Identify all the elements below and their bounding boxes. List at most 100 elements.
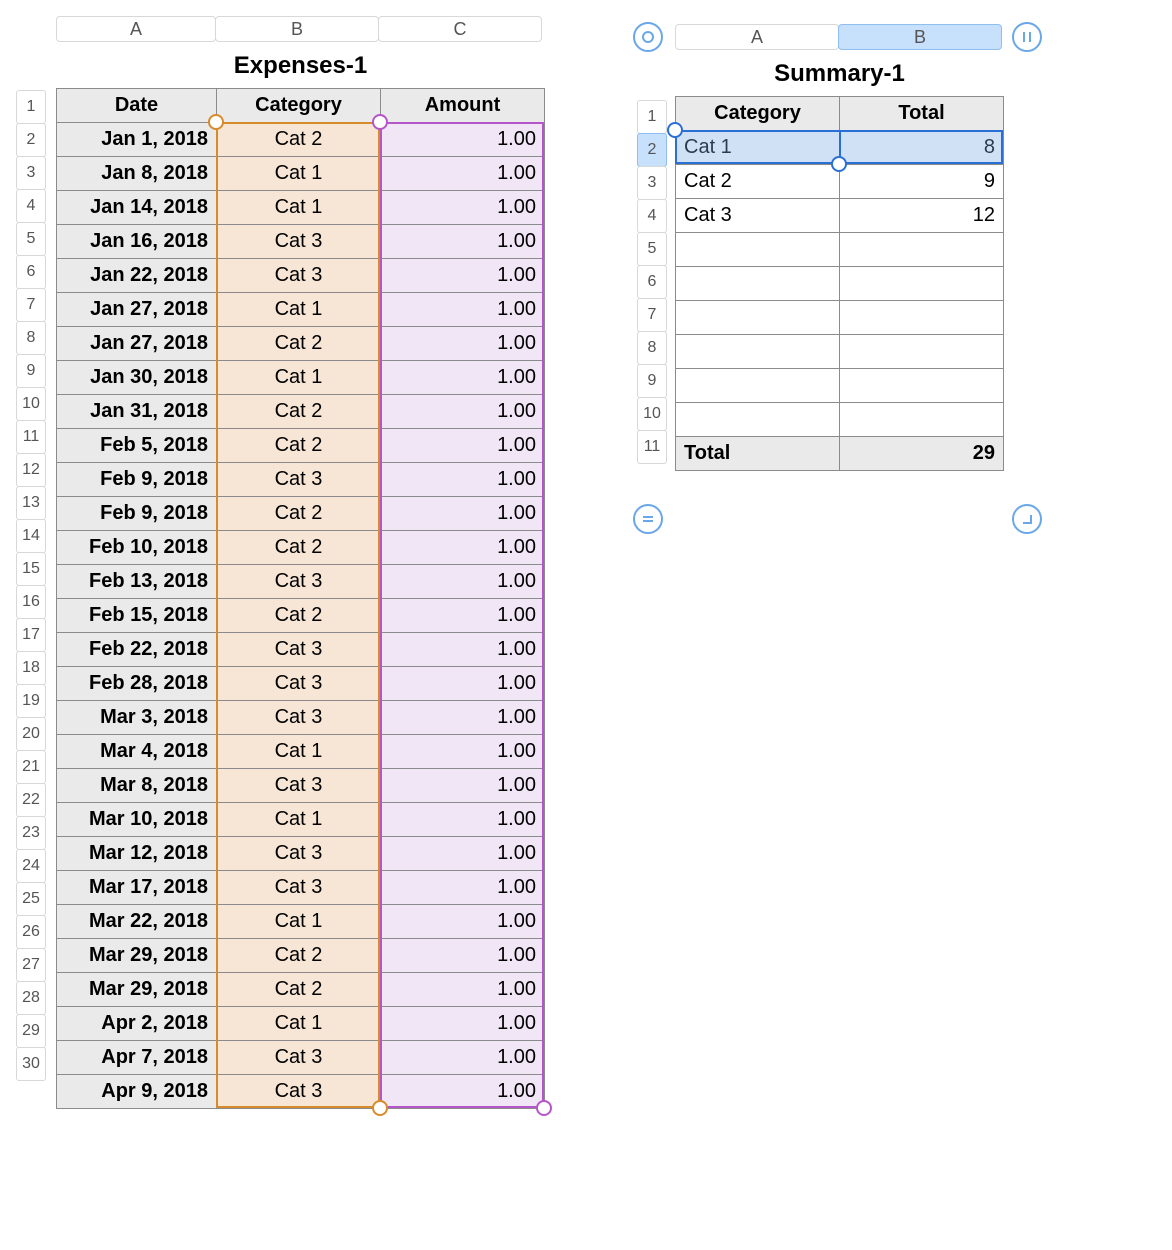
row-ruler-cell[interactable]: 22 — [16, 783, 46, 817]
table-row[interactable] — [676, 233, 1004, 267]
category-cell[interactable]: Cat 3 — [217, 633, 381, 667]
summary-table[interactable]: Category Total Cat 18Cat 29Cat 312 Total… — [675, 96, 1004, 471]
date-cell[interactable]: Feb 15, 2018 — [57, 599, 217, 633]
amount-cell[interactable]: 1.00 — [381, 871, 545, 905]
col-ruler-cell[interactable]: A — [675, 24, 839, 50]
row-ruler-cell[interactable]: 1 — [637, 100, 667, 134]
summary-category-cell[interactable]: Cat 1 — [676, 131, 840, 165]
table-row[interactable]: Jan 22, 2018Cat 31.00 — [57, 259, 545, 293]
date-cell[interactable]: Apr 2, 2018 — [57, 1007, 217, 1041]
table-row[interactable]: Mar 8, 2018Cat 31.00 — [57, 769, 545, 803]
amount-cell[interactable]: 1.00 — [381, 1075, 545, 1109]
row-ruler-cell[interactable]: 8 — [16, 321, 46, 355]
category-cell[interactable]: Cat 3 — [217, 837, 381, 871]
summary-category-cell[interactable] — [676, 233, 840, 267]
row-ruler-cell[interactable]: 1 — [16, 90, 46, 124]
row-ruler-cell[interactable]: 10 — [637, 397, 667, 431]
row-ruler-cell[interactable]: 16 — [16, 585, 46, 619]
summary-category-cell[interactable]: Cat 2 — [676, 165, 840, 199]
amount-cell[interactable]: 1.00 — [381, 769, 545, 803]
expenses-table[interactable]: Date Category Amount Jan 1, 2018Cat 21.0… — [56, 88, 545, 1109]
row-ruler-cell[interactable]: 26 — [16, 915, 46, 949]
category-cell[interactable]: Cat 2 — [217, 327, 381, 361]
date-cell[interactable]: Jan 22, 2018 — [57, 259, 217, 293]
table-row[interactable]: Jan 27, 2018Cat 21.00 — [57, 327, 545, 361]
date-cell[interactable]: Apr 7, 2018 — [57, 1041, 217, 1075]
amount-cell[interactable]: 1.00 — [381, 531, 545, 565]
category-cell[interactable]: Cat 3 — [217, 1041, 381, 1075]
row-ruler-cell[interactable]: 6 — [637, 265, 667, 299]
amount-cell[interactable]: 1.00 — [381, 157, 545, 191]
category-cell[interactable]: Cat 1 — [217, 735, 381, 769]
category-cell[interactable]: Cat 2 — [217, 599, 381, 633]
row-ruler-cell[interactable]: 7 — [16, 288, 46, 322]
date-cell[interactable]: Feb 13, 2018 — [57, 565, 217, 599]
table-row[interactable]: Jan 1, 2018Cat 21.00 — [57, 123, 545, 157]
date-cell[interactable]: Jan 16, 2018 — [57, 225, 217, 259]
table-row[interactable]: Mar 10, 2018Cat 11.00 — [57, 803, 545, 837]
table-row[interactable]: Jan 30, 2018Cat 11.00 — [57, 361, 545, 395]
category-cell[interactable]: Cat 3 — [217, 463, 381, 497]
row-ruler-cell[interactable]: 17 — [16, 618, 46, 652]
amount-cell[interactable]: 1.00 — [381, 735, 545, 769]
category-cell[interactable]: Cat 3 — [217, 871, 381, 905]
category-cell[interactable]: Cat 1 — [217, 905, 381, 939]
summary-header-total[interactable]: Total — [840, 97, 1004, 131]
table-row[interactable] — [676, 403, 1004, 437]
summary-category-cell[interactable]: Cat 3 — [676, 199, 840, 233]
col-ruler-cell[interactable]: B — [838, 24, 1002, 50]
table-row[interactable]: Cat 29 — [676, 165, 1004, 199]
summary-total-cell[interactable]: 8 — [840, 131, 1004, 165]
row-ruler-cell[interactable]: 9 — [16, 354, 46, 388]
amount-cell[interactable]: 1.00 — [381, 429, 545, 463]
row-ruler-cell[interactable]: 18 — [16, 651, 46, 685]
row-ruler-cell[interactable]: 4 — [16, 189, 46, 223]
date-cell[interactable]: Jan 1, 2018 — [57, 123, 217, 157]
summary-total-cell[interactable] — [840, 403, 1004, 437]
category-cell[interactable]: Cat 2 — [217, 973, 381, 1007]
summary-total-cell[interactable]: 9 — [840, 165, 1004, 199]
row-ruler-cell[interactable]: 27 — [16, 948, 46, 982]
table-row[interactable]: Feb 5, 2018Cat 21.00 — [57, 429, 545, 463]
amount-cell[interactable]: 1.00 — [381, 225, 545, 259]
table-row[interactable]: Feb 22, 2018Cat 31.00 — [57, 633, 545, 667]
table-row[interactable]: Apr 9, 2018Cat 31.00 — [57, 1075, 545, 1109]
date-cell[interactable]: Feb 28, 2018 — [57, 667, 217, 701]
row-ruler-cell[interactable]: 7 — [637, 298, 667, 332]
summary-category-cell[interactable] — [676, 267, 840, 301]
amount-cell[interactable]: 1.00 — [381, 361, 545, 395]
amount-cell[interactable]: 1.00 — [381, 123, 545, 157]
table-handle-top-right-icon[interactable] — [1012, 22, 1042, 52]
amount-cell[interactable]: 1.00 — [381, 395, 545, 429]
amount-cell[interactable]: 1.00 — [381, 599, 545, 633]
row-ruler-cell[interactable]: 19 — [16, 684, 46, 718]
summary-total-cell[interactable] — [840, 369, 1004, 403]
date-cell[interactable]: Mar 17, 2018 — [57, 871, 217, 905]
date-cell[interactable]: Jan 8, 2018 — [57, 157, 217, 191]
row-ruler-cell[interactable]: 29 — [16, 1014, 46, 1048]
category-cell[interactable]: Cat 1 — [217, 803, 381, 837]
table-row[interactable]: Mar 29, 2018Cat 21.00 — [57, 939, 545, 973]
summary-header-category[interactable]: Category — [676, 97, 840, 131]
amount-cell[interactable]: 1.00 — [381, 1041, 545, 1075]
summary-total-cell[interactable] — [840, 301, 1004, 335]
col-ruler-cell[interactable]: C — [378, 16, 542, 42]
date-cell[interactable]: Mar 29, 2018 — [57, 973, 217, 1007]
table-row[interactable]: Mar 12, 2018Cat 31.00 — [57, 837, 545, 871]
amount-cell[interactable]: 1.00 — [381, 191, 545, 225]
table-row[interactable] — [676, 267, 1004, 301]
category-cell[interactable]: Cat 2 — [217, 429, 381, 463]
summary-category-cell[interactable] — [676, 335, 840, 369]
amount-cell[interactable]: 1.00 — [381, 939, 545, 973]
row-ruler-cell[interactable]: 10 — [16, 387, 46, 421]
table-row[interactable]: Feb 9, 2018Cat 31.00 — [57, 463, 545, 497]
table-row[interactable] — [676, 301, 1004, 335]
table-row[interactable]: Mar 29, 2018Cat 21.00 — [57, 973, 545, 1007]
amount-cell[interactable]: 1.00 — [381, 1007, 545, 1041]
category-cell[interactable]: Cat 1 — [217, 191, 381, 225]
row-ruler-cell[interactable]: 8 — [637, 331, 667, 365]
table-row[interactable]: Mar 22, 2018Cat 11.00 — [57, 905, 545, 939]
row-ruler-cell[interactable]: 3 — [16, 156, 46, 190]
row-ruler-cell[interactable]: 4 — [637, 199, 667, 233]
table-row[interactable]: Cat 312 — [676, 199, 1004, 233]
